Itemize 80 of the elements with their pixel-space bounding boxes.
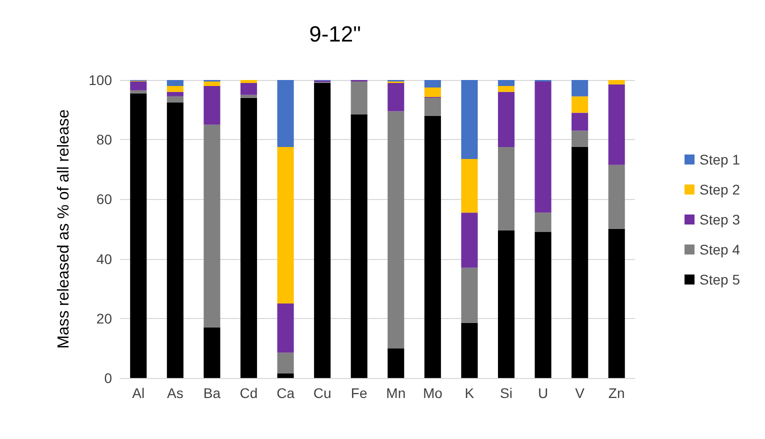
y-tick-label: 80	[96, 132, 112, 148]
x-tick-label: Fe	[350, 385, 368, 401]
bar	[424, 80, 441, 88]
bar	[204, 86, 220, 125]
x-tick-label: Cu	[313, 385, 332, 401]
y-tick-label: 60	[96, 191, 112, 208]
bar	[534, 212, 552, 232]
bar	[277, 304, 294, 353]
bar	[498, 86, 515, 92]
legend-label: Step 2	[700, 182, 740, 198]
bar	[498, 92, 515, 148]
legend-label: Step 5	[700, 272, 740, 288]
bar	[350, 114, 368, 378]
bar	[461, 322, 478, 378]
x-tick-label: Ba	[203, 385, 221, 401]
y-tick-label: 20	[96, 310, 112, 326]
bar	[572, 96, 588, 113]
x-tick-label: Mo	[422, 385, 443, 401]
bar	[350, 81, 368, 114]
bar	[166, 86, 184, 92]
bar	[608, 229, 625, 378]
bar	[130, 90, 147, 94]
bar	[166, 92, 184, 96]
x-tick-label: K	[464, 385, 475, 401]
bar	[240, 82, 258, 95]
bar	[498, 80, 515, 86]
y-tick-label: 100	[88, 72, 112, 88]
legend-label: Step 3	[700, 212, 740, 228]
bar	[572, 112, 588, 131]
bar	[461, 158, 478, 213]
bar	[498, 147, 515, 230]
bar	[388, 348, 404, 378]
x-tick-label: Zn	[608, 385, 625, 401]
bar	[461, 80, 478, 159]
bar	[572, 147, 588, 378]
x-tick-label: Mn	[386, 385, 406, 401]
x-tick-label: Al	[132, 385, 145, 401]
bar	[572, 80, 588, 96]
bar	[166, 102, 184, 378]
bar	[424, 98, 441, 116]
bar	[204, 81, 220, 86]
bar	[240, 98, 258, 378]
bar	[130, 93, 147, 378]
bar	[388, 111, 404, 348]
bar	[424, 116, 441, 378]
x-tick-label: Si	[500, 385, 512, 401]
bar	[204, 327, 220, 378]
legend-label: Step 1	[700, 152, 740, 168]
bar	[130, 81, 147, 90]
bar	[166, 96, 184, 102]
bar	[572, 130, 588, 148]
bar	[314, 82, 331, 378]
bar	[498, 230, 515, 378]
y-tick-label: 0	[104, 370, 112, 386]
bar	[240, 80, 258, 83]
bar	[204, 124, 220, 328]
bar	[277, 374, 294, 378]
x-tick-label: Ca	[276, 385, 295, 401]
x-tick-label: Cd	[240, 385, 258, 401]
bar	[388, 82, 404, 112]
bar	[461, 212, 478, 268]
bar	[240, 94, 258, 98]
x-tick-label: U	[538, 385, 548, 401]
legend-label: Step 4	[700, 242, 740, 258]
bar	[608, 80, 625, 84]
x-tick-label: As	[167, 385, 184, 401]
bar	[461, 268, 478, 323]
x-tick-label: V	[575, 385, 586, 401]
bar	[534, 232, 552, 378]
bar	[534, 81, 552, 213]
chart-title: 9-12"	[309, 22, 361, 46]
bar	[166, 80, 184, 86]
bar	[277, 80, 294, 148]
bar	[608, 164, 625, 229]
bar	[424, 87, 441, 97]
bar	[608, 84, 625, 165]
bar	[277, 147, 294, 304]
y-axis-title: Mass released as % of all release	[56, 109, 72, 349]
y-tick-label: 40	[96, 250, 112, 267]
bar	[277, 352, 294, 374]
